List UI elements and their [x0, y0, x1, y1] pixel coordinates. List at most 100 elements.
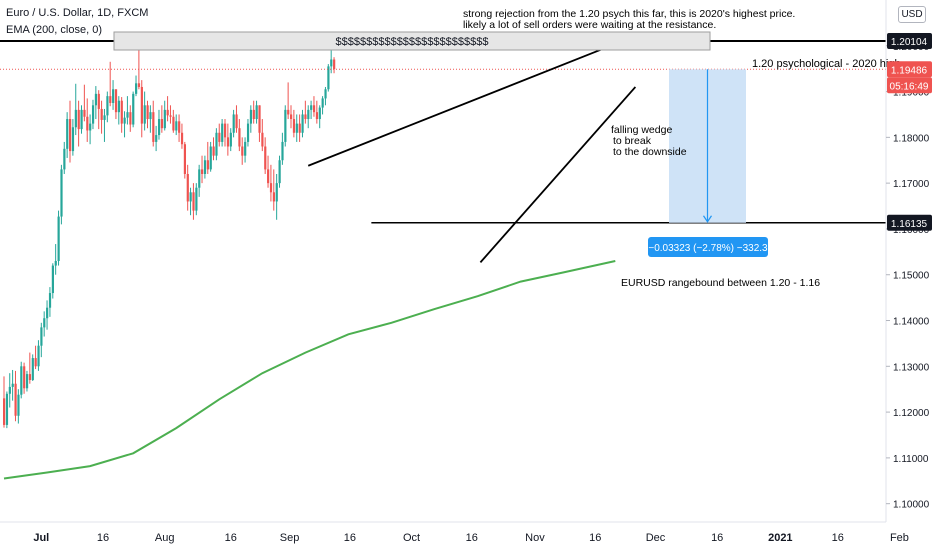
candle-body	[223, 123, 227, 138]
candle-body	[255, 105, 258, 120]
candle-body	[249, 109, 253, 124]
price-tag-support-bg	[887, 214, 932, 231]
wedge-lower-line	[479, 86, 637, 263]
price-tag-support: 1.16135	[891, 219, 928, 230]
candle-body	[312, 105, 316, 113]
candle-body	[175, 121, 178, 131]
time-tick-label: 16	[832, 532, 844, 544]
candle-body	[295, 123, 298, 133]
time-tick-label: 16	[344, 532, 356, 544]
candle-body	[114, 89, 118, 113]
candle-body	[327, 66, 330, 90]
candle-body	[183, 144, 187, 174]
candle-body	[109, 96, 112, 104]
candle-body	[106, 96, 109, 116]
candle-body	[232, 114, 235, 133]
time-tick-label: Sep	[280, 532, 300, 544]
wedge-note-3: to the downside	[613, 146, 687, 158]
candle-body	[60, 169, 63, 217]
currency-button[interactable]: USD	[898, 6, 926, 23]
resistance-label: 1.20 psychological - 2020 high	[752, 58, 901, 70]
candle-body	[149, 112, 152, 120]
price-tick-label: 1.14000	[893, 317, 930, 328]
candle-body	[152, 112, 155, 142]
candle-body	[290, 114, 293, 120]
candle-body	[269, 183, 273, 193]
time-tick-label: 16	[225, 532, 237, 544]
candle-body	[43, 318, 46, 328]
candle-body	[301, 114, 304, 133]
candle-body	[91, 105, 95, 124]
candle-body	[34, 358, 37, 367]
time-tick-label: Dec	[646, 532, 666, 544]
candle-body	[14, 383, 17, 416]
candle-body	[23, 366, 26, 389]
candle-body	[25, 374, 29, 389]
candle-body	[166, 109, 169, 116]
time-tick-label: Aug	[155, 532, 175, 544]
wedge-upper-line	[307, 43, 616, 167]
price-axis[interactable]: 1.10000 1.11000 1.12000 1.13000 1.14000 1.150…	[885, 0, 932, 522]
candle-body	[71, 127, 75, 152]
candle-body	[278, 160, 281, 184]
candle-body	[74, 109, 77, 128]
price-tag-resistance-bg	[887, 33, 932, 50]
candle-body	[330, 59, 333, 67]
candle-body	[155, 135, 158, 142]
candle-body	[3, 398, 6, 425]
candle-body	[20, 366, 23, 395]
candle-body	[160, 119, 164, 129]
candle-body	[40, 327, 43, 346]
countdown-tag-bg	[887, 77, 932, 94]
candle-body	[83, 109, 86, 117]
time-axis[interactable]: Jul 16 Aug 16 Sep 16 Oct 16 Nov 16 Dec 16 2021 16 Feb	[0, 521, 909, 544]
price-tick-label: 1.10000	[893, 500, 930, 511]
indicator-title[interactable]: EMA (200, close, 0)	[6, 24, 102, 36]
candle-body	[89, 123, 92, 131]
candle-body	[97, 93, 100, 109]
symbol-title[interactable]: Euro / U.S. Dollar, 1D, FXCM	[6, 7, 149, 19]
price-tag-current: 1.19486	[891, 65, 928, 76]
candle-body	[307, 109, 310, 120]
candle-body	[8, 386, 11, 394]
ema-200-series	[3, 260, 616, 480]
candle-body	[77, 109, 80, 130]
dollar-box	[113, 31, 711, 51]
time-tick-label: Jul	[33, 532, 49, 544]
candle-body	[264, 146, 267, 170]
candle-body	[195, 187, 198, 211]
candle-body	[321, 98, 324, 108]
candle-body	[215, 132, 218, 156]
candle-body	[117, 100, 120, 113]
candle-body	[206, 160, 209, 170]
candle-body	[5, 393, 9, 425]
price-tick-label: 1.18000	[893, 133, 930, 144]
candle-body	[221, 123, 224, 142]
ema-200-line	[3, 260, 616, 480]
candle-body	[143, 105, 146, 124]
time-tick-label: 2021	[768, 532, 792, 544]
candle-body	[267, 169, 270, 184]
candle-body	[112, 89, 115, 104]
price-tick-label: 1.11000	[893, 454, 929, 465]
candle-body	[315, 112, 319, 120]
candle-body	[11, 383, 14, 387]
candle-body	[163, 109, 166, 129]
candle-body	[172, 116, 175, 131]
candle-body	[146, 105, 149, 120]
candle-body	[86, 116, 89, 131]
time-tick-label: Oct	[403, 532, 420, 544]
candle-body	[218, 132, 221, 142]
price-tick-label: 1.13000	[893, 362, 930, 373]
wedge-note-1: falling wedge	[611, 124, 672, 136]
candle-body	[123, 117, 126, 124]
time-tick-label: 16	[466, 532, 478, 544]
measure-label-bg	[648, 237, 768, 257]
time-tick-label: Nov	[525, 532, 545, 544]
candle-body	[31, 358, 34, 381]
candle-body	[54, 260, 57, 266]
candle-body	[189, 192, 192, 202]
candle-body	[180, 132, 184, 145]
